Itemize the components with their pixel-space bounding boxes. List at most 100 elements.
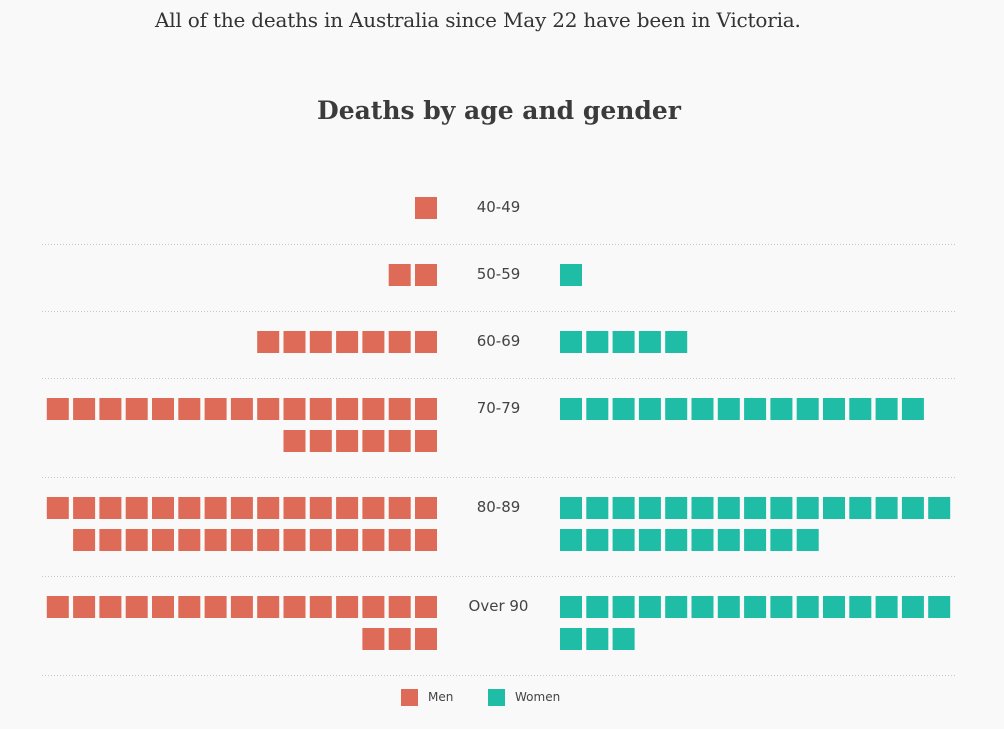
women-square — [665, 596, 688, 618]
men-square — [73, 596, 96, 618]
men-square — [415, 331, 437, 353]
men-square — [204, 398, 227, 420]
age-label: 80-89 — [477, 498, 521, 516]
women-square — [770, 398, 793, 420]
women-square — [691, 596, 714, 618]
women-square — [823, 398, 845, 420]
men-square — [415, 398, 437, 420]
intro-text: All of the deaths in Australia since May… — [155, 8, 801, 32]
men-square — [125, 398, 148, 420]
men-square — [362, 529, 385, 551]
men-square — [336, 596, 359, 618]
women-square — [560, 596, 582, 618]
women-square — [823, 596, 845, 618]
women-square — [770, 529, 793, 551]
women-square — [744, 497, 767, 519]
men-square — [178, 596, 201, 618]
legend-item-men: Men — [401, 688, 453, 706]
men-square — [204, 497, 227, 519]
men-square — [388, 264, 411, 286]
men-square — [152, 529, 174, 551]
men-square — [388, 398, 411, 420]
men-square — [257, 331, 280, 353]
men-square — [46, 497, 69, 519]
men-square — [362, 398, 385, 420]
women-square — [901, 398, 924, 420]
women-square — [638, 497, 661, 519]
women-square — [612, 529, 635, 551]
legend-swatch-women — [488, 688, 505, 706]
women-square — [691, 398, 714, 420]
men-square — [99, 529, 122, 551]
women-square — [560, 398, 582, 420]
men-square — [283, 596, 306, 618]
men-square — [230, 529, 253, 551]
women-square — [560, 497, 582, 519]
women-square — [875, 398, 898, 420]
men-square — [309, 529, 332, 551]
women-square — [744, 398, 767, 420]
women-square — [612, 398, 635, 420]
women-square — [901, 596, 924, 618]
men-square — [283, 331, 306, 353]
men-square — [46, 398, 69, 420]
men-square — [362, 430, 385, 452]
legend-label-women: Women — [515, 690, 561, 704]
women-square — [901, 497, 924, 519]
men-square — [415, 497, 437, 519]
men-square — [152, 596, 174, 618]
women-square — [928, 497, 951, 519]
women-square — [560, 264, 582, 286]
age-group-5: Over 90 — [46, 596, 951, 650]
women-square — [691, 529, 714, 551]
women-square — [638, 331, 661, 353]
men-square — [204, 529, 227, 551]
men-square — [388, 497, 411, 519]
women-square — [849, 398, 872, 420]
women-square — [612, 497, 635, 519]
men-square — [388, 628, 411, 650]
men-square — [388, 331, 411, 353]
women-square — [823, 497, 845, 519]
women-square — [875, 596, 898, 618]
age-group-3: 70-79 — [46, 398, 924, 452]
men-square — [152, 398, 174, 420]
age-group-4: 80-89 — [46, 497, 951, 551]
women-square — [665, 331, 688, 353]
age-label: 70-79 — [477, 399, 521, 417]
men-square — [230, 596, 253, 618]
women-square — [612, 331, 635, 353]
women-square — [560, 628, 582, 650]
men-square — [336, 430, 359, 452]
men-square — [73, 398, 96, 420]
women-square — [586, 398, 609, 420]
men-square — [178, 529, 201, 551]
men-square — [336, 497, 359, 519]
women-square — [770, 596, 793, 618]
men-square — [257, 497, 280, 519]
men-square — [309, 596, 332, 618]
women-square — [849, 497, 872, 519]
men-square — [309, 430, 332, 452]
men-square — [336, 398, 359, 420]
men-square — [152, 497, 174, 519]
men-square — [388, 529, 411, 551]
women-square — [612, 596, 635, 618]
women-square — [586, 331, 609, 353]
men-square — [230, 398, 253, 420]
men-square — [283, 529, 306, 551]
women-square — [638, 398, 661, 420]
men-square — [362, 497, 385, 519]
age-label: Over 90 — [469, 597, 529, 615]
men-square — [336, 331, 359, 353]
women-square — [638, 596, 661, 618]
women-square — [928, 596, 951, 618]
men-square — [99, 398, 122, 420]
women-square — [770, 497, 793, 519]
women-square — [665, 529, 688, 551]
women-square — [586, 529, 609, 551]
men-square — [362, 628, 385, 650]
men-square — [204, 596, 227, 618]
women-square — [612, 628, 635, 650]
